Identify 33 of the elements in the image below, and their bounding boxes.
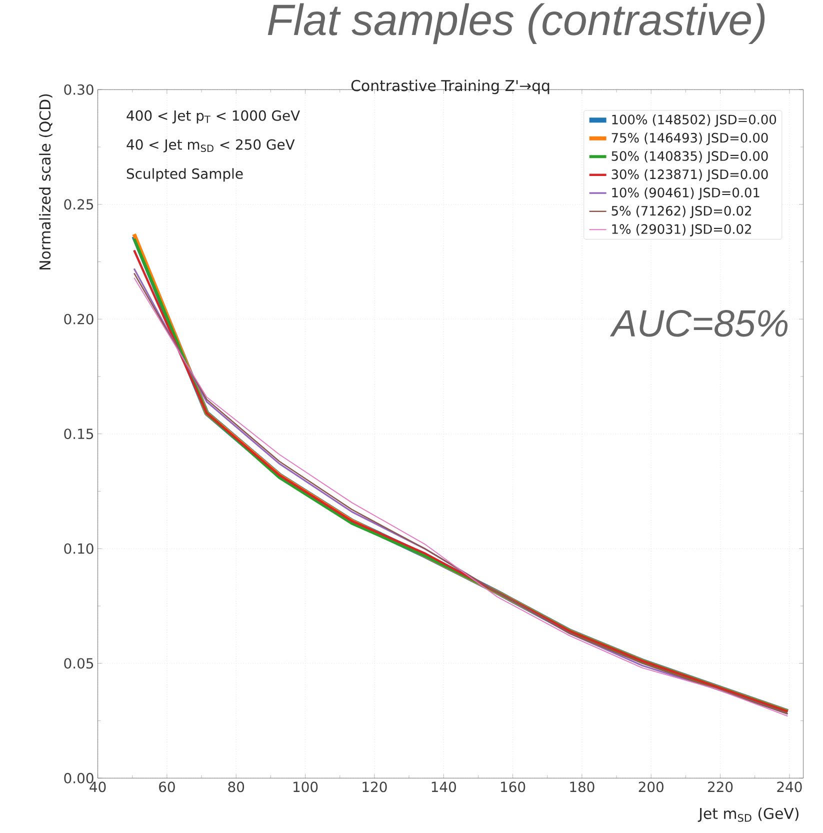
y-tick-label: 0.30 [64, 84, 94, 95]
legend-label: 1% (29031) JSD=0.02 [612, 224, 751, 236]
y-tick-label: 0.15 [64, 428, 93, 440]
annotation: 40 < Jet m$_{SD}$ < 250 GeV [126, 139, 295, 152]
x-tick-label: 40 [90, 782, 106, 792]
legend-label: 100% (148502) JSD=0.00 [612, 114, 776, 127]
x-tick-label: 60 [158, 782, 175, 792]
x-axis-title: Jet m$_{SD}$ (GeV) [698, 808, 798, 822]
legend-label: 5% (71262) JSD=0.02 [612, 206, 751, 218]
x-tick-label: 120 [362, 782, 387, 792]
legend-label: 10% (90461) JSD=0.01 [612, 187, 760, 200]
x-tick-label: 200 [638, 782, 664, 792]
y-tick-label: 0.05 [64, 658, 93, 669]
annotation: AUC=85% [610, 310, 788, 337]
x-tick-label: 80 [228, 782, 244, 792]
legend-label: 50% (140835) JSD=0.00 [612, 150, 768, 164]
x-tick-label: 100 [293, 782, 318, 792]
x-tick-label: 140 [432, 782, 456, 792]
legend-label: 75% (146493) JSD=0.00 [612, 132, 768, 146]
legend-label: 30% (123871) JSD=0.00 [612, 169, 768, 182]
x-tick-label: 180 [570, 782, 594, 792]
y-tick-label: 0.25 [64, 199, 93, 210]
y-axis-title: Normalized scale (QCD) [38, 94, 52, 270]
x-tick-label: 220 [708, 782, 733, 792]
chart-title: Flat samples (contrastive) [268, 3, 764, 44]
annotation: 400 < Jet p$_{T}$ < 1000 GeV [126, 110, 300, 124]
y-tick-label: 0.00 [64, 772, 94, 784]
chart-subtitle: Contrastive Training Z'→qq [351, 80, 550, 94]
x-tick-label: 160 [500, 782, 526, 792]
y-tick-label: 0.10 [64, 543, 94, 554]
annotation: Sculpted Sample [126, 168, 243, 182]
x-tick-label: 240 [777, 782, 802, 792]
y-tick-label: 0.20 [64, 314, 94, 324]
